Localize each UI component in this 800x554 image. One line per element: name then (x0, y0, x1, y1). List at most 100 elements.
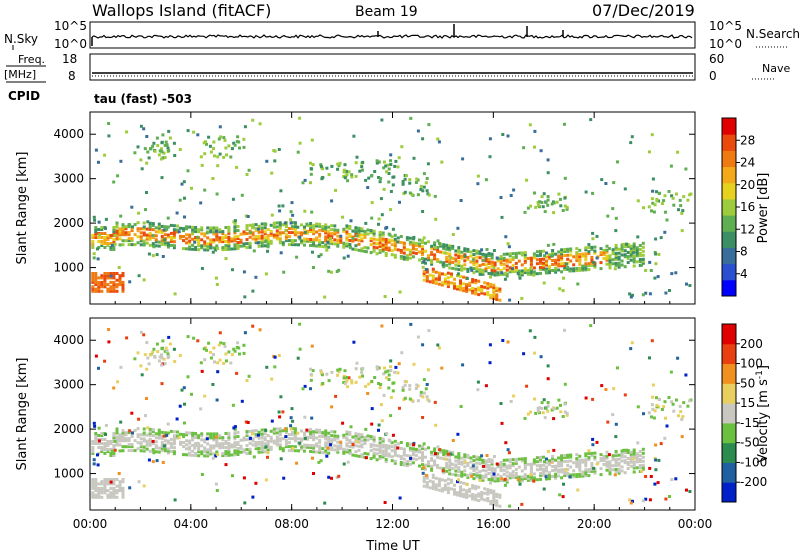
velocity-cell (641, 455, 645, 459)
velocity-cell (97, 495, 101, 499)
velocity-cell (163, 362, 167, 365)
velocity-cell (309, 367, 312, 371)
velocity-cell (397, 362, 401, 366)
velocity-cell (517, 479, 521, 483)
power-cell (463, 259, 467, 263)
velocity-cell (451, 452, 455, 456)
velocity-cell (151, 448, 155, 452)
power-cell (233, 227, 237, 231)
velocity-cell (284, 445, 288, 449)
velocity-cell (554, 464, 558, 468)
power-cell (209, 240, 213, 244)
power-cell (415, 177, 419, 181)
velocity-cell (462, 492, 466, 496)
power-cell (336, 230, 340, 234)
velocity-cell (495, 462, 499, 466)
velocity-cell (490, 470, 494, 474)
velocity-cell (157, 446, 161, 450)
velocity-cell (91, 486, 95, 490)
power-cell (560, 256, 564, 260)
velocity-cell (414, 449, 418, 453)
power-cell (554, 266, 558, 270)
power-cell (523, 261, 527, 265)
power-cell (382, 166, 386, 170)
power-cell (245, 238, 249, 242)
velocity-cell (167, 355, 171, 358)
velocity-cell (209, 432, 213, 436)
velocity-cell (186, 375, 190, 379)
power-cell (584, 252, 588, 256)
power-cell (539, 271, 542, 275)
power-cell (617, 263, 621, 267)
power-cell (369, 239, 373, 243)
power-cell (104, 217, 108, 221)
power-cell (289, 218, 293, 222)
power-cell (363, 229, 367, 233)
power-cell (416, 193, 420, 197)
velocity-cell (422, 442, 426, 446)
power-cell (385, 170, 389, 174)
power-cell (393, 239, 397, 243)
power-cell (399, 251, 403, 254)
velocity-cell (100, 438, 104, 441)
velocity-cell (222, 361, 226, 365)
power-cell (338, 161, 342, 165)
velocity-cell (103, 442, 107, 445)
power-cell (361, 160, 365, 164)
power-cell (254, 223, 258, 227)
power-cell (641, 249, 645, 253)
velocity-cell (142, 445, 146, 449)
power-cell (437, 242, 441, 245)
power-cell (631, 293, 634, 297)
colorbar-swatch (722, 403, 736, 424)
power-cell (321, 241, 325, 245)
velocity-cell (405, 460, 409, 464)
power-cell (642, 206, 645, 210)
power-cell (245, 246, 249, 250)
power-cell (478, 256, 482, 260)
velocity-cell (378, 450, 382, 454)
power-cell (309, 172, 313, 176)
power-cell (508, 298, 512, 302)
velocity-cell (408, 448, 412, 452)
velocity-cell (650, 415, 653, 419)
power-cell (236, 135, 240, 139)
velocity-cell (542, 455, 545, 459)
velocity-cell (200, 369, 204, 373)
velocity-cell (425, 485, 429, 489)
power-cell (151, 236, 155, 240)
power-cell (449, 246, 453, 250)
power-cell (529, 262, 533, 266)
power-cell (572, 255, 576, 259)
velocity-cell (351, 443, 355, 446)
power-cell (485, 248, 489, 251)
velocity-cell (324, 429, 328, 433)
power-cell (148, 223, 152, 227)
velocity-cell (266, 440, 270, 443)
velocity-cell (384, 452, 388, 455)
velocity-cell (293, 445, 297, 449)
power-cell (478, 272, 482, 276)
velocity-cell (372, 435, 376, 439)
velocity-cell (486, 499, 490, 503)
power-cell (476, 182, 480, 186)
velocity-cell (96, 463, 100, 467)
power-cell (107, 134, 111, 138)
power-cell (260, 242, 264, 246)
power-cell (142, 278, 146, 282)
power-cell (221, 248, 225, 252)
power-cell (539, 251, 542, 255)
velocity-cell (369, 443, 373, 447)
velocity-cell (145, 397, 148, 400)
velocity-cell (121, 489, 125, 493)
velocity-cell (363, 451, 367, 455)
velocity-cell (484, 475, 488, 479)
power-cell (476, 174, 480, 178)
velocity-cell (419, 390, 423, 394)
power-cell (348, 227, 352, 230)
power-cell (243, 125, 247, 129)
power-cell (284, 233, 288, 237)
power-cell (233, 247, 237, 251)
power-cell (457, 256, 461, 260)
velocity-cell (402, 461, 406, 465)
